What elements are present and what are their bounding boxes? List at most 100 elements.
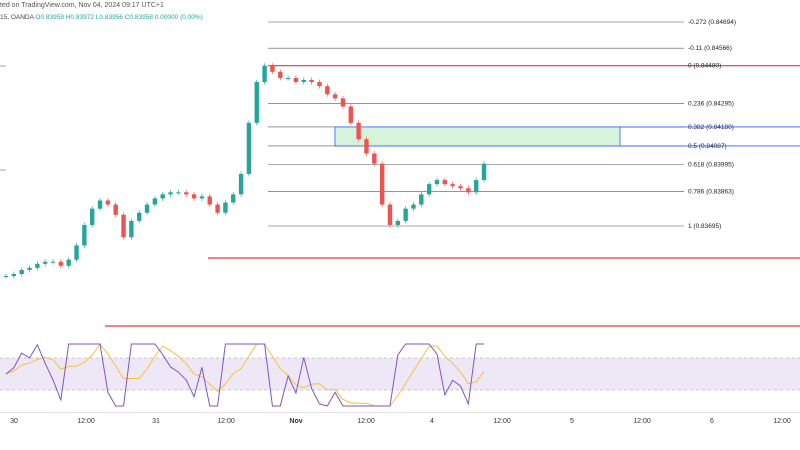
candle-body xyxy=(246,122,252,174)
candle-body xyxy=(348,106,353,123)
candle-body xyxy=(473,180,479,193)
rsi-pane[interactable] xyxy=(0,340,800,412)
fib-label: 0 (0.84480) xyxy=(688,63,721,70)
time-axis-label: 12:00 xyxy=(357,418,375,425)
candle-body xyxy=(184,192,189,195)
time-axis-label: 30 xyxy=(10,418,18,425)
fib-label: 0.5 (0.84087) xyxy=(688,143,727,150)
header-prefix: ted on TradingView.com, Nov 04, 2024 09:… xyxy=(0,2,164,9)
candle-body xyxy=(270,65,275,72)
candle-body xyxy=(419,194,424,205)
candle-body xyxy=(340,98,346,107)
fib-label: 0.618 (0.83995) xyxy=(688,162,734,169)
time-axis[interactable]: 30 12:00 31 12:00 Nov 12:00 4 12:00 5 12:00 6 12:00 xyxy=(0,418,800,432)
time-axis-label: 12:00 xyxy=(773,418,791,425)
candle-body xyxy=(27,267,32,270)
candle-body xyxy=(450,184,455,187)
candle-body xyxy=(278,71,283,78)
time-axis-label: 31 xyxy=(152,418,160,425)
fib-zone-rect xyxy=(334,126,621,147)
fib-label: 1 (0.83695) xyxy=(688,223,721,230)
candle-body xyxy=(160,194,165,199)
candle-body xyxy=(113,204,118,215)
candle-body xyxy=(74,245,79,260)
candle-body xyxy=(97,200,103,209)
candle-body xyxy=(144,204,150,213)
candle-body xyxy=(309,79,314,83)
candle-body xyxy=(121,214,126,238)
fib-label: 0.382 (0.84180) xyxy=(688,124,734,131)
fib-label: -0.11 (0.84566) xyxy=(688,45,732,52)
time-axis-label: Nov xyxy=(289,418,303,425)
candle-body xyxy=(301,79,306,83)
candle-body xyxy=(434,180,440,185)
candle-body xyxy=(152,198,158,205)
candle-body xyxy=(231,194,236,203)
candle-body xyxy=(176,192,181,194)
ohlc-bar: 15, OANDA O0.83958 H0.83972 L0.83956 C0.… xyxy=(0,14,203,21)
candle-body xyxy=(285,77,291,79)
candle-body xyxy=(105,200,111,205)
candle-body xyxy=(325,86,330,95)
time-axis-label: 12:00 xyxy=(77,418,95,425)
candle-body xyxy=(3,276,9,278)
axis-divider xyxy=(0,412,800,413)
candle-body xyxy=(466,188,471,193)
candle-body xyxy=(223,202,228,213)
candle-body xyxy=(168,192,173,195)
candle-body xyxy=(372,153,377,164)
candle-body xyxy=(411,204,416,209)
chart-header: ted on TradingView.com, Nov 04, 2024 09:… xyxy=(0,2,168,14)
candle-body xyxy=(356,122,361,140)
price-chart[interactable]: -0.272 (0.84694) -0.11 (0.84566) 0 (0.8448… xyxy=(0,0,800,340)
candle-body xyxy=(262,65,267,83)
fib-label: -0.272 (0.84694) xyxy=(688,19,736,26)
candle-body xyxy=(379,163,385,205)
high-value: H0.83972 xyxy=(65,14,94,21)
candle-body xyxy=(207,196,212,205)
candle-body xyxy=(191,194,197,199)
candle-body xyxy=(35,263,40,268)
time-axis-label: 5 xyxy=(570,418,574,425)
candle-body xyxy=(387,204,393,225)
candle-body xyxy=(215,204,220,213)
candle-body xyxy=(89,208,95,225)
rsi-line xyxy=(5,343,484,407)
candle-body xyxy=(332,94,338,99)
candle-body xyxy=(137,212,142,221)
candle-body xyxy=(199,196,205,199)
time-axis-label: 6 xyxy=(710,418,714,425)
candle-body xyxy=(50,261,56,263)
fib-label: 0.786 (0.83863) xyxy=(688,189,734,196)
candle-body xyxy=(317,82,322,87)
candle-body xyxy=(254,82,259,123)
candle-body xyxy=(293,77,299,83)
fib-label: 0.236 (0.84295) xyxy=(688,100,734,107)
candle-body xyxy=(11,273,17,277)
candle-body xyxy=(82,224,87,246)
candle-body xyxy=(42,261,48,264)
time-axis-label: 12:00 xyxy=(493,418,511,425)
candle-body xyxy=(129,220,134,238)
candle-body xyxy=(442,180,448,185)
low-value: L0.83956 xyxy=(95,14,123,21)
time-axis-label: 4 xyxy=(430,418,434,425)
candle-body xyxy=(403,208,408,221)
rsi-band xyxy=(0,358,800,390)
candle-body xyxy=(19,269,24,274)
candle-body xyxy=(238,173,244,195)
close-value: C0.83958 xyxy=(124,14,153,21)
candle-body xyxy=(395,220,401,225)
time-axis-label: 12:00 xyxy=(217,418,235,425)
symbol-label: 15, OANDA xyxy=(0,14,34,21)
candle-body xyxy=(458,186,463,189)
open-value: O0.83958 xyxy=(35,14,64,21)
change-value: 0.00000 (0.00%) xyxy=(154,14,203,21)
time-axis-label: 12:00 xyxy=(633,418,651,425)
rsi-ma-line xyxy=(5,343,485,407)
candle-body xyxy=(66,259,71,266)
candle-body xyxy=(58,261,64,266)
candle-body xyxy=(426,184,432,195)
candle-body xyxy=(364,139,369,154)
candle-body xyxy=(481,163,487,181)
